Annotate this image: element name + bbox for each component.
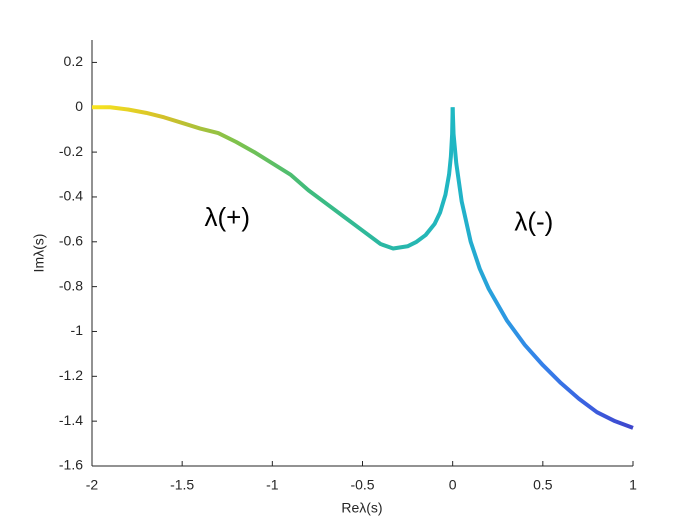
x-tick-label: 0.5 [533,477,553,493]
x-axis-label: Reλ(s) [341,500,382,516]
y-tick-label: -0.6 [59,232,83,248]
y-tick-label: -1 [71,322,84,338]
x-tick-label: 0 [449,477,457,493]
y-tick-label: -0.2 [59,143,83,159]
y-tick-label: -1.2 [59,367,83,383]
y-tick-label: -1.6 [59,457,83,473]
x-tick-label: -1 [266,477,279,493]
y-tick-label: 0 [75,98,83,114]
curve-label: λ(+) [205,202,251,232]
x-tick-label: -1.5 [170,477,194,493]
x-tick-label: -0.5 [350,477,374,493]
curve [92,105,455,251]
y-tick-label: -0.4 [59,188,83,204]
y-axis-label: Imλ(s) [31,234,47,273]
x-tick-label: -2 [86,477,99,493]
y-tick-label: -0.8 [59,277,83,293]
y-tick-label: -1.4 [59,412,83,428]
curve [450,107,634,430]
x-tick-label: 1 [629,477,637,493]
curve-label: λ(-) [514,207,553,237]
y-tick-label: 0.2 [64,53,84,69]
